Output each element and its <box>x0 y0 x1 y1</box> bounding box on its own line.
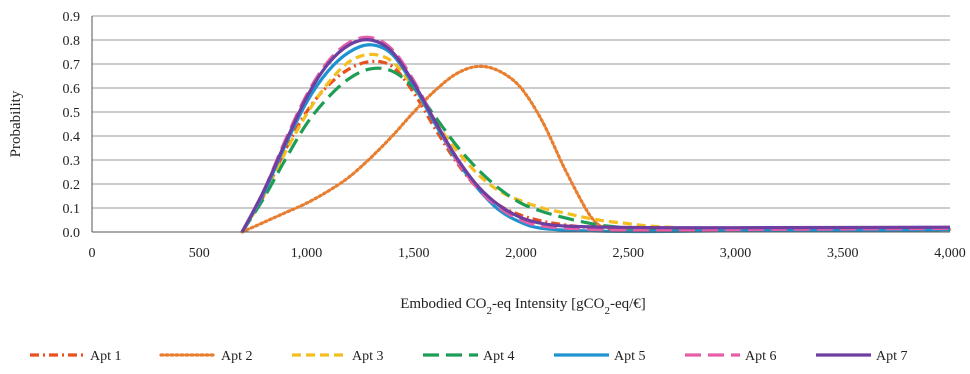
x-tick-label: 500 <box>189 246 210 261</box>
legend-label: Apt 2 <box>221 349 253 364</box>
series-line-apt-7 <box>240 38 951 233</box>
x-tick-label: 3,500 <box>827 246 859 261</box>
legend-label: Apt 4 <box>483 349 515 364</box>
y-tick-label: 0.4 <box>63 130 81 145</box>
series-line-apt-6 <box>240 35 951 233</box>
grid-lines <box>92 15 950 209</box>
y-tick-label: 0.9 <box>63 10 81 25</box>
series-line-apt-2 <box>240 64 952 234</box>
legend-label: Apt 5 <box>614 349 646 364</box>
y-tick-label: 0.2 <box>63 178 81 193</box>
x-tick-label: 1,000 <box>291 246 323 261</box>
series-line-apt-5 <box>240 43 951 234</box>
x-tick-labels: 0 500 1,000 1,500 2,000 2,500 3,000 3,500 4,000 <box>89 246 966 261</box>
legend-label: Apt 6 <box>745 349 777 364</box>
x-tick-label: 1,500 <box>398 246 430 261</box>
y-tick-label: 0.6 <box>63 82 81 97</box>
x-tick-label: 4,000 <box>934 246 966 261</box>
plot-area-series <box>240 35 952 234</box>
legend: Apt 1 Apt 2 Apt 3 Apt 4 Apt 5 Apt 6 Apt 7 <box>30 349 908 364</box>
x-tick-label: 2,000 <box>505 246 537 261</box>
axes <box>91 16 950 233</box>
x-axis-label: Embodied CO2-eq Intensity [gCO2-eq/€] <box>400 296 646 317</box>
y-tick-label: 0.8 <box>63 34 81 49</box>
y-tick-label: 0.3 <box>63 154 81 169</box>
x-tick-label: 0 <box>89 246 96 261</box>
y-axis-label: Probability <box>8 90 24 157</box>
x-tick-label: 2,500 <box>613 246 645 261</box>
y-tick-label: 0.0 <box>63 226 81 241</box>
legend-label: Apt 1 <box>90 349 122 364</box>
legend-label: Apt 7 <box>876 349 908 364</box>
y-tick-label: 0.1 <box>63 202 81 217</box>
series-line-apt-4 <box>240 66 951 233</box>
y-tick-label: 0.5 <box>63 106 81 121</box>
y-tick-labels: 0.0 0.1 0.2 0.3 0.4 0.5 0.6 0.7 0.8 0.9 <box>63 10 81 241</box>
y-tick-label: 0.7 <box>63 58 81 73</box>
x-tick-label: 3,000 <box>720 246 752 261</box>
series-line-apt-1 <box>240 59 951 233</box>
legend-label: Apt 3 <box>352 349 384 364</box>
